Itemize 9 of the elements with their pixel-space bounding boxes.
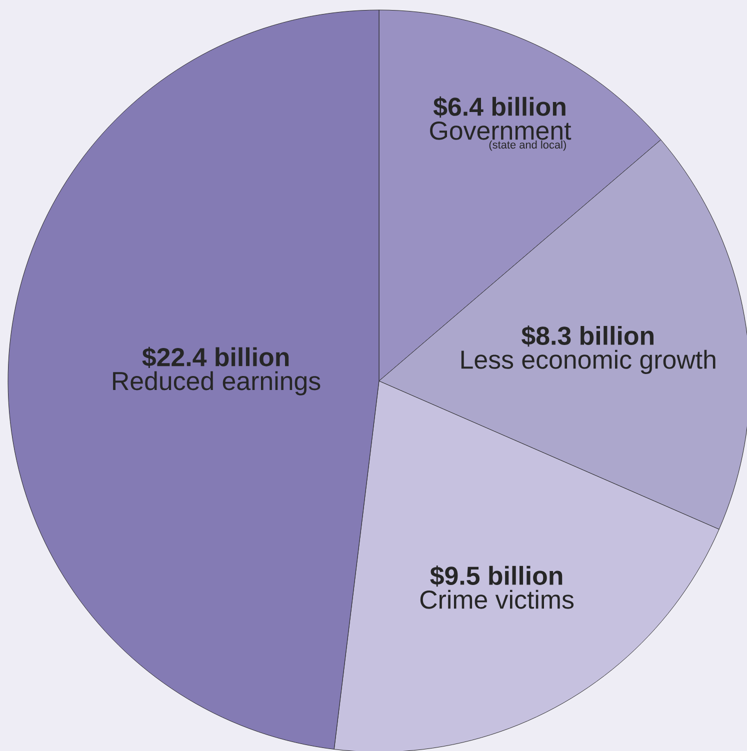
slice-label: Reduced earnings [113, 371, 320, 396]
slice-label: Government [430, 121, 572, 140]
data-label: $8.3 billion [522, 325, 654, 347]
slice-label: Less economic growth [461, 350, 716, 374]
slice-label: Crime victims [420, 590, 574, 609]
data-label: $22.4 billion [142, 346, 289, 368]
text: (state and local) [489, 140, 566, 151]
data-label: $6.4 billion [433, 96, 566, 118]
data-label: $9.5 billion [430, 565, 562, 587]
